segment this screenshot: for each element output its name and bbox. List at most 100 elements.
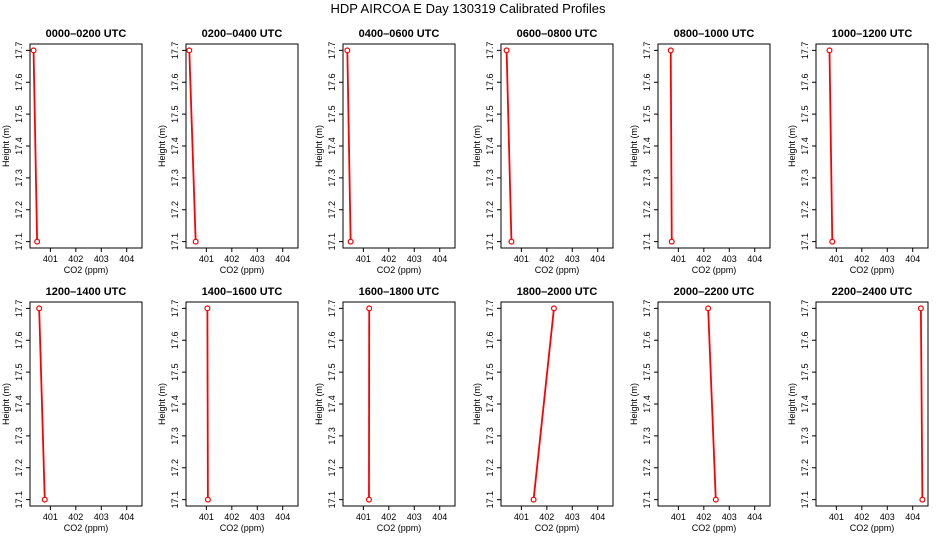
panel: 1600–1800 UTC 401 402 403 404 CO2 (ppm) 17.1 17…	[314, 286, 456, 533]
y-tick-label: 17.1	[170, 233, 180, 251]
y-axis-label: Height (m)	[629, 125, 639, 167]
x-tick-label: 403	[94, 512, 109, 522]
y-tick-label: 17.7	[14, 42, 24, 60]
y-tick-label: 17.7	[327, 300, 337, 318]
profile-line	[206, 308, 209, 500]
y-tick-label: 17.3	[14, 427, 24, 445]
profile-line	[828, 50, 834, 242]
y-tick-label: 17.1	[14, 491, 24, 509]
x-tick-label: 404	[275, 512, 290, 522]
y-tick-label: 17.1	[485, 233, 495, 251]
y-tick-label: 17.4	[485, 395, 495, 413]
x-tick-label: 402	[224, 512, 239, 522]
profile-point	[503, 47, 510, 54]
panel-title: 0200–0400 UTC	[202, 28, 283, 40]
y-tick-label: 17.6	[327, 73, 337, 91]
panel-title: 2200–2400 UTC	[832, 286, 913, 298]
panel-title: 0600–0800 UTC	[517, 28, 598, 40]
profile-line	[919, 308, 924, 500]
y-tick-label: 17.7	[642, 300, 652, 318]
x-axis-label: CO2 (ppm)	[692, 523, 737, 533]
y-tick-label: 17.3	[485, 169, 495, 187]
panel: 0400–0600 UTC 401 402 403 404 CO2 (ppm) 17.1 17…	[314, 28, 456, 275]
y-tick-label: 17.2	[327, 459, 337, 477]
y-tick-label: 17.6	[14, 331, 24, 349]
x-tick-label: 404	[119, 512, 134, 522]
profile-line	[346, 50, 352, 242]
y-tick-label: 17.3	[800, 169, 810, 187]
y-tick-label: 17.5	[800, 363, 810, 381]
y-tick-label: 17.7	[327, 42, 337, 60]
y-tick-label: 17.4	[170, 395, 180, 413]
x-tick-label: 402	[854, 254, 869, 264]
y-axis-label: Height (m)	[157, 383, 167, 425]
x-tick-label: 404	[905, 254, 920, 264]
y-tick-label: 17.2	[14, 201, 24, 219]
y-tick-label: 17.7	[800, 42, 810, 60]
profile-point	[705, 305, 712, 312]
y-tick-label: 17.5	[14, 363, 24, 381]
plot-frame	[29, 43, 143, 249]
y-tick-label: 17.4	[642, 395, 652, 413]
y-tick-label: 17.5	[800, 105, 810, 123]
y-tick-label: 17.4	[800, 395, 810, 413]
x-axis-label: CO2 (ppm)	[850, 523, 895, 533]
profile-point	[34, 238, 41, 245]
y-tick-label: 17.6	[642, 331, 652, 349]
y-tick-label: 17.3	[642, 169, 652, 187]
panel: 0200–0400 UTC 401 402 403 404 CO2 (ppm) 17.1 17…	[157, 28, 299, 275]
x-tick-label: 404	[432, 512, 447, 522]
y-tick-label: 17.3	[800, 427, 810, 445]
y-tick-label: 17.3	[170, 427, 180, 445]
y-axis-label: Height (m)	[472, 383, 482, 425]
panel: 1400–1600 UTC 401 402 403 404 CO2 (ppm) 17.1 17…	[157, 286, 299, 533]
plot-frame	[342, 43, 456, 249]
panel-title: 0800–1000 UTC	[674, 28, 755, 40]
y-tick-label: 17.1	[327, 491, 337, 509]
profile-point	[667, 47, 674, 54]
y-tick-label: 17.3	[170, 169, 180, 187]
profile-line	[532, 308, 555, 500]
y-axis-label: Height (m)	[1, 383, 11, 425]
y-tick-label: 17.7	[170, 42, 180, 60]
x-tick-label: 404	[590, 254, 605, 264]
x-axis-label: CO2 (ppm)	[535, 265, 580, 275]
x-tick-label: 404	[905, 512, 920, 522]
panel-title: 0000–0200 UTC	[46, 28, 127, 40]
y-tick-label: 17.2	[800, 201, 810, 219]
x-tick-label: 404	[432, 254, 447, 264]
profile-point	[204, 496, 211, 503]
y-tick-label: 17.1	[14, 233, 24, 251]
y-tick-label: 17.7	[485, 300, 495, 318]
profile-line	[38, 308, 46, 500]
x-tick-label: 403	[722, 512, 737, 522]
y-tick-label: 17.3	[485, 427, 495, 445]
y-tick-label: 17.4	[327, 137, 337, 155]
panel-title: 1000–1200 UTC	[832, 28, 913, 40]
y-tick-label: 17.4	[170, 137, 180, 155]
x-tick-label: 403	[94, 254, 109, 264]
y-tick-label: 17.6	[642, 73, 652, 91]
profile-point	[30, 47, 37, 54]
figure-title: HDP AIRCOA E Day 130319 Calibrated Profi…	[330, 1, 606, 16]
y-tick-label: 17.1	[800, 491, 810, 509]
panel-title: 1600–1800 UTC	[359, 286, 440, 298]
y-tick-label: 17.2	[642, 201, 652, 219]
plot-frame	[500, 43, 614, 249]
profile-point	[550, 305, 557, 312]
y-tick-label: 17.1	[170, 491, 180, 509]
x-tick-label: 404	[590, 512, 605, 522]
y-tick-label: 17.7	[14, 300, 24, 318]
profile-line	[707, 308, 717, 500]
x-axis-label: CO2 (ppm)	[64, 523, 109, 533]
plot-frame	[342, 301, 456, 507]
x-tick-label: 403	[407, 512, 422, 522]
x-tick-label: 404	[119, 254, 134, 264]
y-tick-label: 17.2	[485, 201, 495, 219]
y-tick-label: 17.6	[800, 331, 810, 349]
profile-point	[36, 305, 43, 312]
profile-point	[826, 47, 833, 54]
y-tick-label: 17.1	[485, 491, 495, 509]
y-tick-label: 17.1	[642, 233, 652, 251]
y-tick-label: 17.4	[642, 137, 652, 155]
